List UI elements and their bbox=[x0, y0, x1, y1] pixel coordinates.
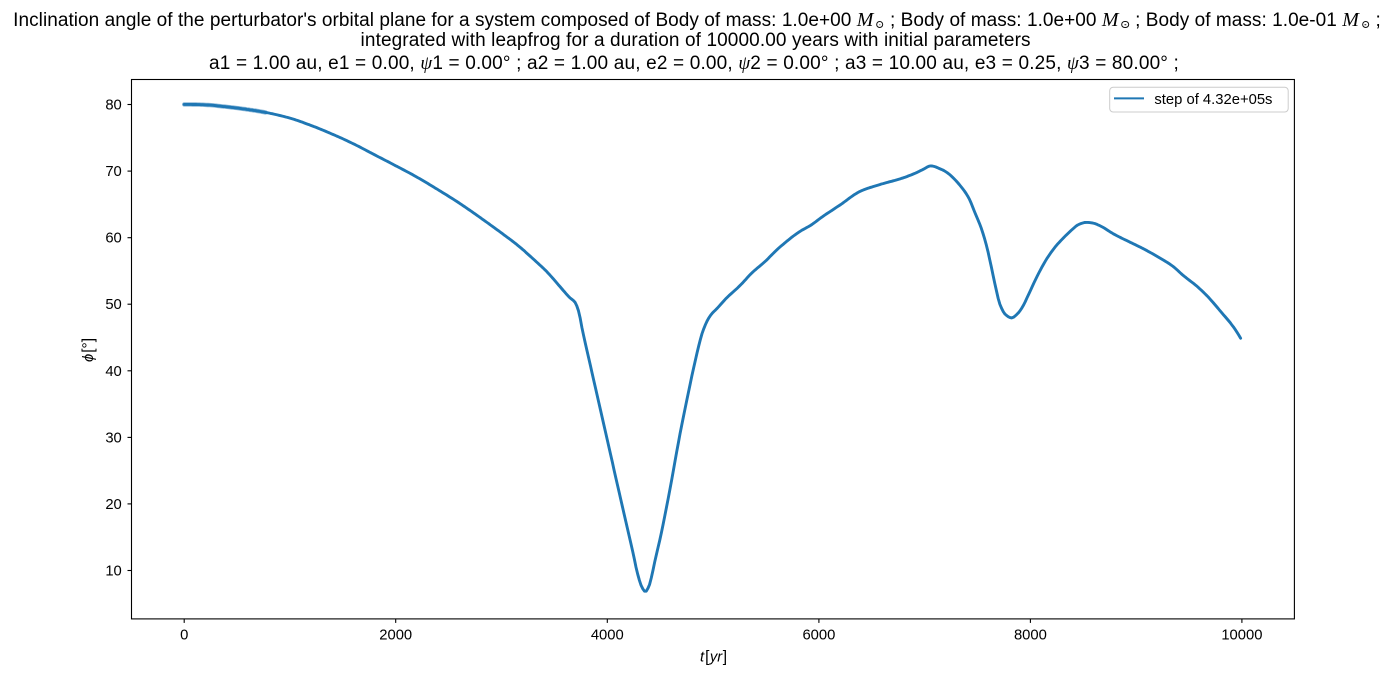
svg-text:2000: 2000 bbox=[379, 628, 412, 644]
svg-text:50: 50 bbox=[105, 297, 121, 313]
svg-text:0: 0 bbox=[180, 628, 188, 644]
svg-text:t[yr]: t[yr] bbox=[700, 649, 727, 666]
svg-text:step of 4.32e+05s: step of 4.32e+05s bbox=[1154, 92, 1272, 108]
svg-text:8000: 8000 bbox=[1014, 628, 1047, 644]
svg-text:40: 40 bbox=[105, 364, 121, 380]
svg-text:70: 70 bbox=[105, 164, 121, 180]
svg-text:20: 20 bbox=[105, 497, 121, 513]
svg-text:6000: 6000 bbox=[802, 628, 835, 644]
svg-text:80: 80 bbox=[105, 98, 121, 114]
svg-text:60: 60 bbox=[105, 231, 121, 247]
svg-text:30: 30 bbox=[105, 430, 121, 446]
svg-text:ϕ[°]: ϕ[°] bbox=[80, 338, 97, 362]
svg-text:4000: 4000 bbox=[591, 628, 624, 644]
svg-text:10: 10 bbox=[105, 564, 121, 580]
svg-text:10000: 10000 bbox=[1221, 628, 1262, 644]
